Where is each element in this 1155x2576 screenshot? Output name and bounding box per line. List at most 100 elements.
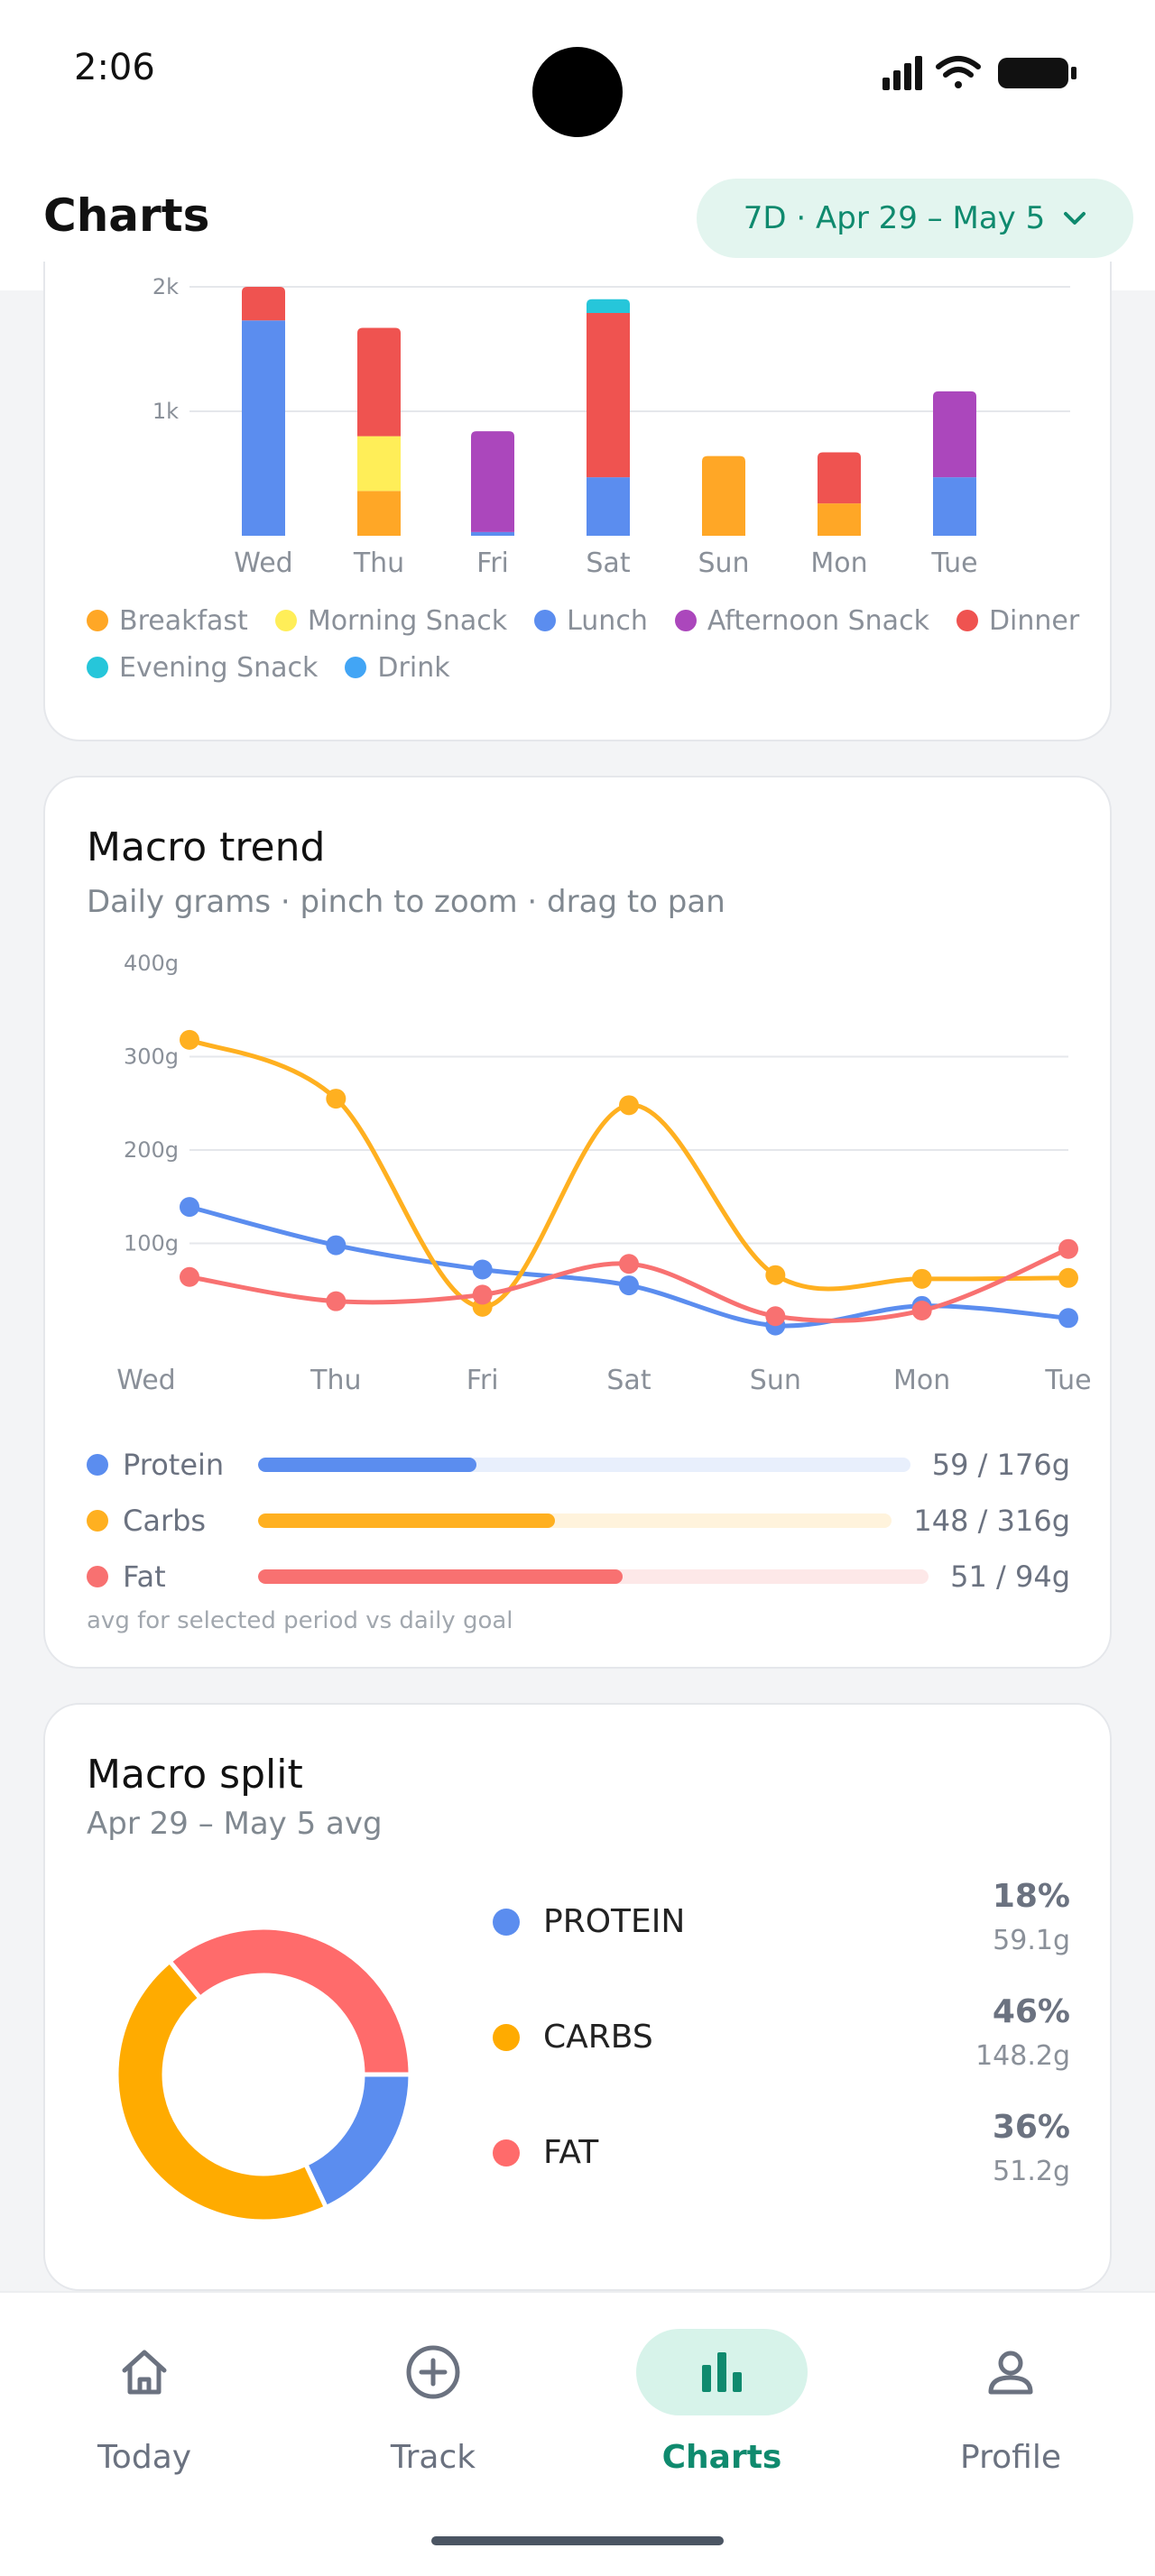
- legend-item: Drink: [345, 649, 450, 685]
- cellular-signal-icon: [882, 56, 922, 90]
- bar-chart-icon: [702, 2352, 742, 2392]
- macro-progress-bar: [258, 1569, 929, 1584]
- legend-dot: [87, 657, 108, 678]
- macro-progress-row: Fat 51 / 94g: [87, 1559, 1070, 1595]
- legend-label: Afternoon Snack: [707, 604, 929, 637]
- date-range-label: 7D · Apr 29 – May 5: [743, 200, 1046, 236]
- date-range-selector[interactable]: 7D · Apr 29 – May 5: [697, 179, 1133, 258]
- data-point: [1058, 1308, 1078, 1329]
- macro-percent: 36%: [992, 2109, 1070, 2146]
- macro-grams: 51.2g: [993, 2156, 1070, 2187]
- x-tick-label: Thu: [353, 547, 404, 577]
- bar-segment: [933, 391, 976, 478]
- legend-label: Evening Snack: [119, 651, 319, 684]
- data-point: [326, 1291, 346, 1311]
- x-tick-label: Sun: [750, 1365, 801, 1396]
- macro-name: Carbs: [123, 1504, 207, 1538]
- macro-value: 59 / 176g: [931, 1448, 1070, 1482]
- x-tick-label: Wed: [234, 547, 292, 577]
- x-tick-label: Tue: [1044, 1365, 1091, 1396]
- data-point: [472, 1284, 493, 1305]
- bar-segment: [587, 312, 630, 478]
- x-tick-label: Fri: [476, 547, 509, 577]
- macro-trend-card: Macro trend Daily grams · pinch to zoom …: [43, 776, 1112, 1669]
- macro-percent: 18%: [992, 1878, 1070, 1915]
- x-tick-label: Mon: [810, 547, 867, 577]
- bar-segment: [471, 431, 514, 532]
- macro-dot: [493, 1909, 520, 1936]
- donut-slice: [166, 1925, 413, 2077]
- nav-profile[interactable]: Profile: [920, 2329, 1101, 2482]
- macro-name: Fat: [123, 1559, 166, 1594]
- macro-name: Protein: [123, 1448, 225, 1482]
- y-tick-label: 300g: [124, 1044, 179, 1070]
- donut-slice: [302, 2072, 413, 2211]
- macro-split-card: Macro split Apr 29 – May 5 avg PROTEIN 18…: [43, 1703, 1112, 2291]
- nav-track[interactable]: Track: [343, 2329, 523, 2482]
- donut-slice: [114, 1957, 329, 2224]
- macro-split-row: FAT 36% 51.2g: [493, 2109, 1070, 2199]
- page-title: Charts: [43, 189, 210, 242]
- macro-grams: 148.2g: [975, 2040, 1070, 2072]
- macro-progress-fill: [258, 1458, 477, 1472]
- bar-segment: [818, 503, 861, 536]
- macro-split-subtitle: Apr 29 – May 5 avg: [87, 1806, 383, 1842]
- status-icons: [882, 52, 1081, 96]
- data-point: [326, 1235, 346, 1256]
- nav-label-profile: Profile: [960, 2439, 1061, 2476]
- nav-today[interactable]: Today: [54, 2329, 235, 2482]
- macro-progress-bar: [258, 1513, 892, 1528]
- legend-dot: [345, 657, 367, 678]
- macro-split-row: PROTEIN 18% 59.1g: [493, 1878, 1070, 1968]
- macro-dot: [87, 1510, 108, 1532]
- bar-segment: [242, 287, 285, 321]
- legend-item: Morning Snack: [274, 603, 508, 639]
- x-tick-label: Sat: [586, 547, 630, 577]
- data-point: [619, 1254, 639, 1274]
- macro-progress-fill: [258, 1513, 555, 1528]
- status-time: 2:06: [74, 47, 155, 88]
- macro-donut-chart: [114, 1925, 413, 2224]
- plus-circle-icon: [406, 2345, 460, 2399]
- x-tick-label: Fri: [467, 1365, 499, 1396]
- x-tick-label: Sun: [698, 547, 749, 577]
- macro-grams: 59.1g: [993, 1925, 1070, 1956]
- nav-label-today: Today: [97, 2439, 192, 2476]
- bar-segment: [242, 320, 285, 536]
- camera-cutout: [532, 47, 623, 137]
- legend-item: Dinner: [956, 603, 1079, 639]
- legend-label: Morning Snack: [307, 604, 508, 637]
- macro-trend-line-chart[interactable]: 400g 300g 200g 100g Wed Thu Fri Sat Sun Mon Tue: [45, 940, 1113, 1409]
- macro-value: 51 / 94g: [950, 1559, 1070, 1594]
- data-point: [472, 1259, 493, 1280]
- legend-dot: [274, 610, 297, 631]
- data-point: [326, 1089, 346, 1109]
- y-tick-label: 400g: [124, 951, 179, 976]
- data-point: [1058, 1267, 1078, 1288]
- macro-split-row: CARBS 46% 148.2g: [493, 1993, 1070, 2084]
- macro-dot: [493, 2139, 520, 2167]
- data-point: [765, 1265, 786, 1285]
- macro-value: 148 / 316g: [913, 1504, 1070, 1538]
- macro-dot: [87, 1566, 108, 1587]
- bar-segment: [357, 491, 401, 536]
- bottom-navigation: Today Track Charts Profile: [0, 2291, 1155, 2576]
- macro-dot: [87, 1454, 108, 1476]
- home-indicator: [431, 2536, 724, 2545]
- calories-by-meal-card: 2k 1k Wed Thu Fri Sat Sun Mon Tue Breakfast Morni…: [43, 262, 1112, 741]
- macro-footnote: avg for selected period vs daily goal: [87, 1607, 513, 1634]
- data-point: [180, 1266, 199, 1287]
- nav-label-charts: Charts: [661, 2439, 782, 2476]
- data-point: [911, 1268, 932, 1289]
- nav-charts[interactable]: Charts: [632, 2329, 812, 2482]
- macro-label: PROTEIN: [543, 1903, 686, 1940]
- data-point: [180, 1029, 199, 1050]
- legend-label: Breakfast: [119, 604, 248, 637]
- legend-label: Drink: [377, 651, 450, 684]
- chevron-down-icon: [1064, 212, 1086, 225]
- x-tick-label: Thu: [310, 1365, 361, 1396]
- calories-bar-chart: 2k 1k Wed Thu Fri Sat Sun Mon Tue: [152, 274, 1070, 577]
- bar-segment: [357, 436, 401, 492]
- home-icon: [122, 2350, 167, 2395]
- macro-progress-fill: [258, 1569, 623, 1584]
